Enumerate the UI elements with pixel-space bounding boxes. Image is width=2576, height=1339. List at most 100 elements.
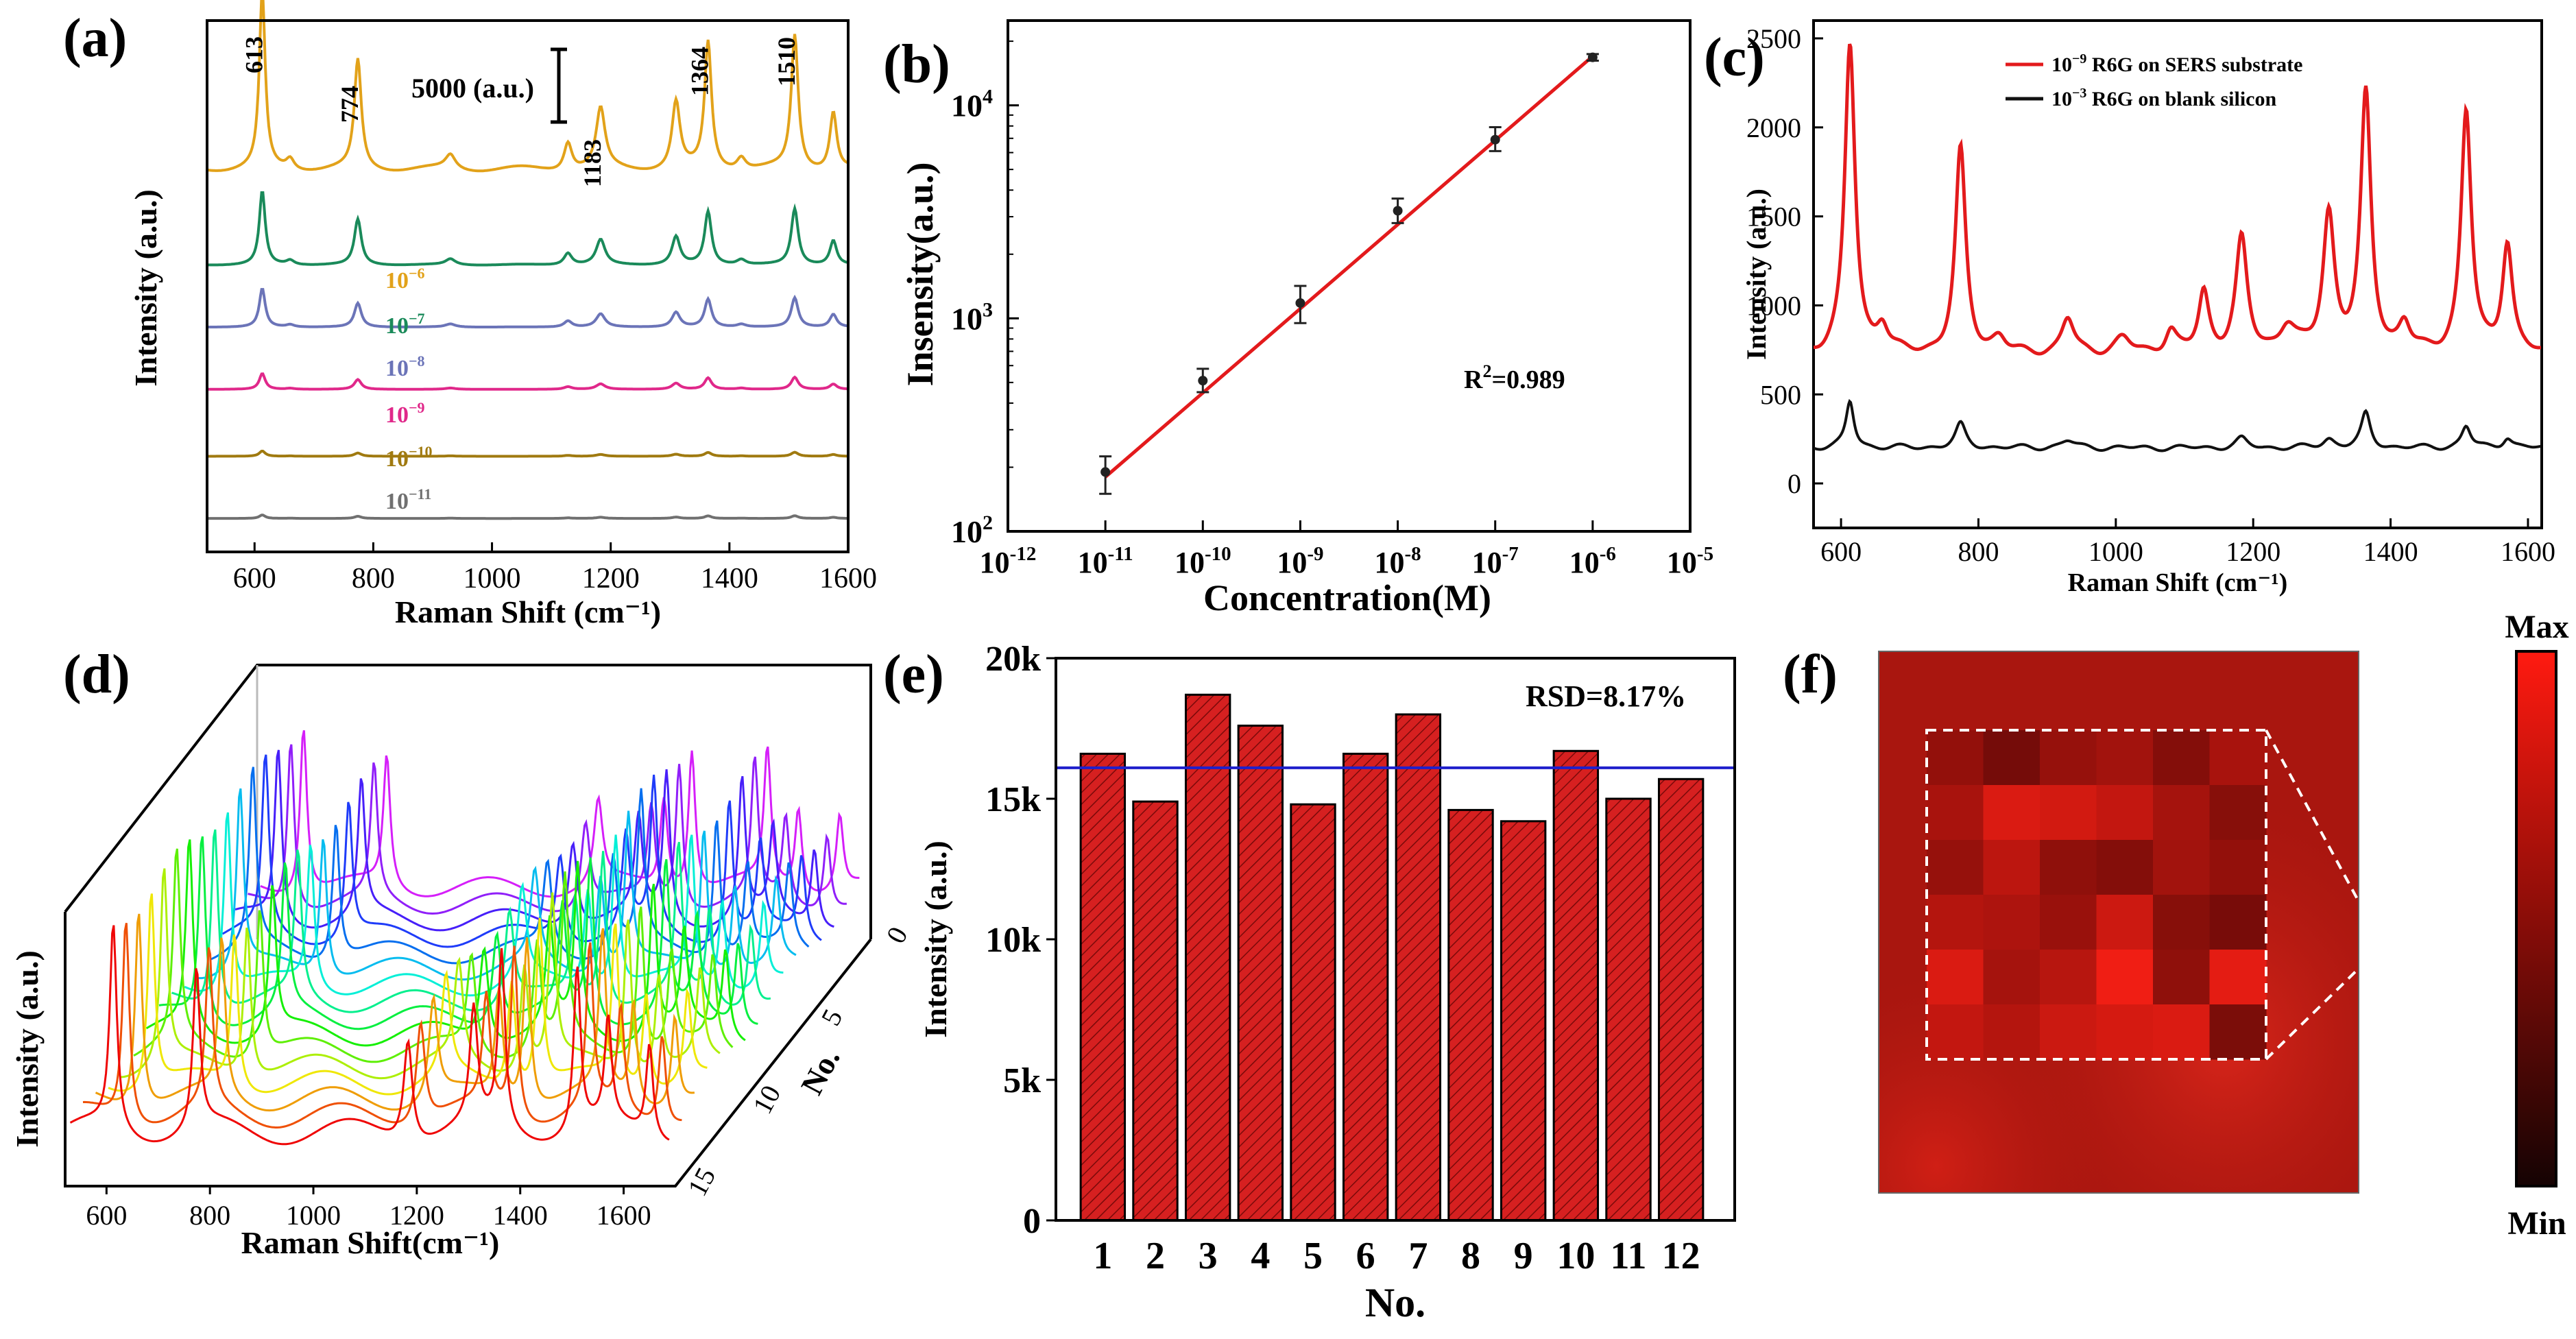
panel-c-spectrum-1 [1814,43,2541,356]
panel-f-cell [2153,785,2210,841]
panel-c-x-tick-label: 1000 [2089,536,2143,567]
panel-c-ticks: 600 800 1000 1200 1400 1600 0 500 1000 1500 2000 25… [1746,23,2555,567]
panel-d: 600 800 1000 1200 1400 1600 0 5 10 15 Raman Shift… [10,664,914,1260]
panel-c-x-axis-label: Raman Shift (cm⁻¹) [2068,568,2288,597]
panel-e-x-axis-label: No. [1365,1280,1425,1325]
panel-f-cell [2040,895,2097,950]
panel-a-series-labels: 10−6 10−7 10−8 10−9 10−10 10−11 [385,265,433,514]
panel-f-inset-outline [1925,729,2267,1061]
panel-b-point-6 [1587,52,1598,62]
panel-e-y-tick-label: 5k [1003,1061,1041,1100]
panel-e-bar-5 [1290,803,1336,1222]
panel-b-x-tick-label: 10-10 [1175,543,1231,579]
panel-b-r2-annotation: R2=0.989 [1464,361,1565,394]
panel-a-y-axis-label: Intensity (a.u.) [128,189,163,387]
panel-b-y-tick-label: 103 [951,298,993,336]
panel-f-cell [2096,950,2154,1005]
panel-b-point-5 [1490,134,1500,145]
panel-c-y-tick-label: 500 [1760,379,1801,410]
panel-e-bar-4 [1237,724,1284,1222]
panel-c-y-tick-label: 1000 [1746,290,1801,321]
panel-b-point-4 [1393,206,1403,216]
panel-c-legend-label-2: 10−3 R6G on blank silicon [2051,86,2276,110]
panel-f-colorbar [2515,650,2557,1187]
panel-e-x-tick-label: 11 [1611,1235,1647,1277]
panel-d-spectrum-5 [133,848,734,1063]
panel-a-x-ticks: 600 800 1000 1200 1400 1600 [233,542,877,594]
panel-c-spectra [1813,43,2542,453]
panel-b-point-2 [1198,376,1208,386]
panel-e-y-tick-label: 15k [985,780,1041,819]
panel-label-a: (a) [63,8,127,69]
panel-b-y-tick-label: 104 [951,86,993,123]
panel-b-marks [1099,52,1599,495]
panel-d-x-tick-label: 1000 [286,1200,341,1231]
panel-d-spectrum-14 [248,744,847,915]
panel-e-x-tick-label: 4 [1251,1235,1270,1277]
panel-a-x-tick-label: 1600 [819,563,877,594]
panel-e-bar-8 [1447,808,1494,1222]
panel-a-series-label-2: 10−7 [385,310,425,339]
panel-f-cell [2040,730,2097,786]
panel-f-cell [1983,895,2041,950]
panel-a-x-tick-label: 1400 [701,563,758,594]
panel-c-plot-frame [1812,19,2543,529]
panel-e-x-tick-label: 10 [1556,1235,1595,1277]
panel-d-x-tick-label: 1400 [493,1200,548,1231]
panel-c-y-tick-label: 1500 [1746,202,1801,232]
panel-e-x-tick-label: 1 [1093,1235,1112,1277]
panel-a-series-label-5: 10−10 [385,443,433,472]
panel-label-f: (f) [1783,644,1838,705]
panel-d-spectrum-0 [69,925,670,1146]
panel-f-cell [2096,895,2154,950]
panel-b: 10-12 10-11 10-10 10-9 10-8 10-7 10-6 10-5 102 10… [900,19,1713,618]
panel-f-cell [2153,1004,2210,1060]
panel-f-cell [1983,730,2041,786]
panel-d-y-axis-label: Intensity (a.u.) [10,950,45,1148]
panel-f-cell [2209,785,2267,841]
panel-b-x-tick-label: 10-12 [980,543,1037,579]
panel-e-bar-10 [1552,749,1600,1222]
panel-a-spectrum-3 [207,288,849,328]
panel-b-fit-line [1104,55,1594,479]
panel-f-cell [1983,950,2041,1005]
panel-a-spectrum-4 [206,372,848,391]
panel-a-peak-label-613: 613 [241,36,268,73]
panel-f-cell [2040,785,2097,841]
panel-f-cell [1927,785,1984,841]
panel-a-spectrum-5 [207,450,849,458]
panel-a-plot-frame [206,19,850,553]
panel-e-x-tick-label: 8 [1461,1235,1480,1277]
panel-a-scale-bar-label: 5000 (a.u.) [411,73,534,104]
panel-f-cell [2209,950,2267,1005]
panel-f-inset-grid [1927,730,2267,1060]
panel-d-z-tick-label: 15 [682,1162,722,1201]
panel-f-cell [1927,1004,1984,1060]
panel-d-spectrum-9 [184,812,784,997]
panel-f-cell [2153,950,2210,1005]
panel-d-spectrum-2 [95,913,695,1112]
panel-a-peak-label-774: 774 [336,86,363,123]
panel-b-x-tick-label: 10-8 [1374,543,1421,579]
panel-b-x-axis-label: Concentration(M) [1203,577,1491,618]
panel-c-spectrum-2 [1813,398,2542,453]
panel-b-x-tick-label: 10-6 [1569,543,1616,579]
panel-f-cell [2209,730,2267,786]
panel-f-colorbar-max-label: Max [2505,609,2568,645]
panel-d-x-tick-label: 800 [189,1200,230,1231]
panel-a-peak-labels: 613 774 1183 1364 1510 [241,36,801,187]
panel-a-peak-label-1364: 1364 [686,47,714,96]
panel-d-z-tick-label: 10 [747,1080,787,1118]
panel-f-cell [1927,950,1984,1005]
panel-c: 600 800 1000 1200 1400 1600 0 500 1000 1500 2000 25… [1741,19,2555,597]
panel-f-cell [2096,840,2154,895]
panel-f-frame [1878,651,2359,1194]
panel-e-x-tick-label: 12 [1662,1235,1700,1277]
panel-b-point-3 [1295,298,1305,308]
panel-c-x-tick-label: 600 [1820,536,1862,567]
panel-f-cell [2209,840,2267,895]
panel-a-x-tick-label: 1000 [464,563,521,594]
panel-a-spectrum-6 [207,514,848,520]
panel-d-spectrum-4 [121,868,721,1080]
